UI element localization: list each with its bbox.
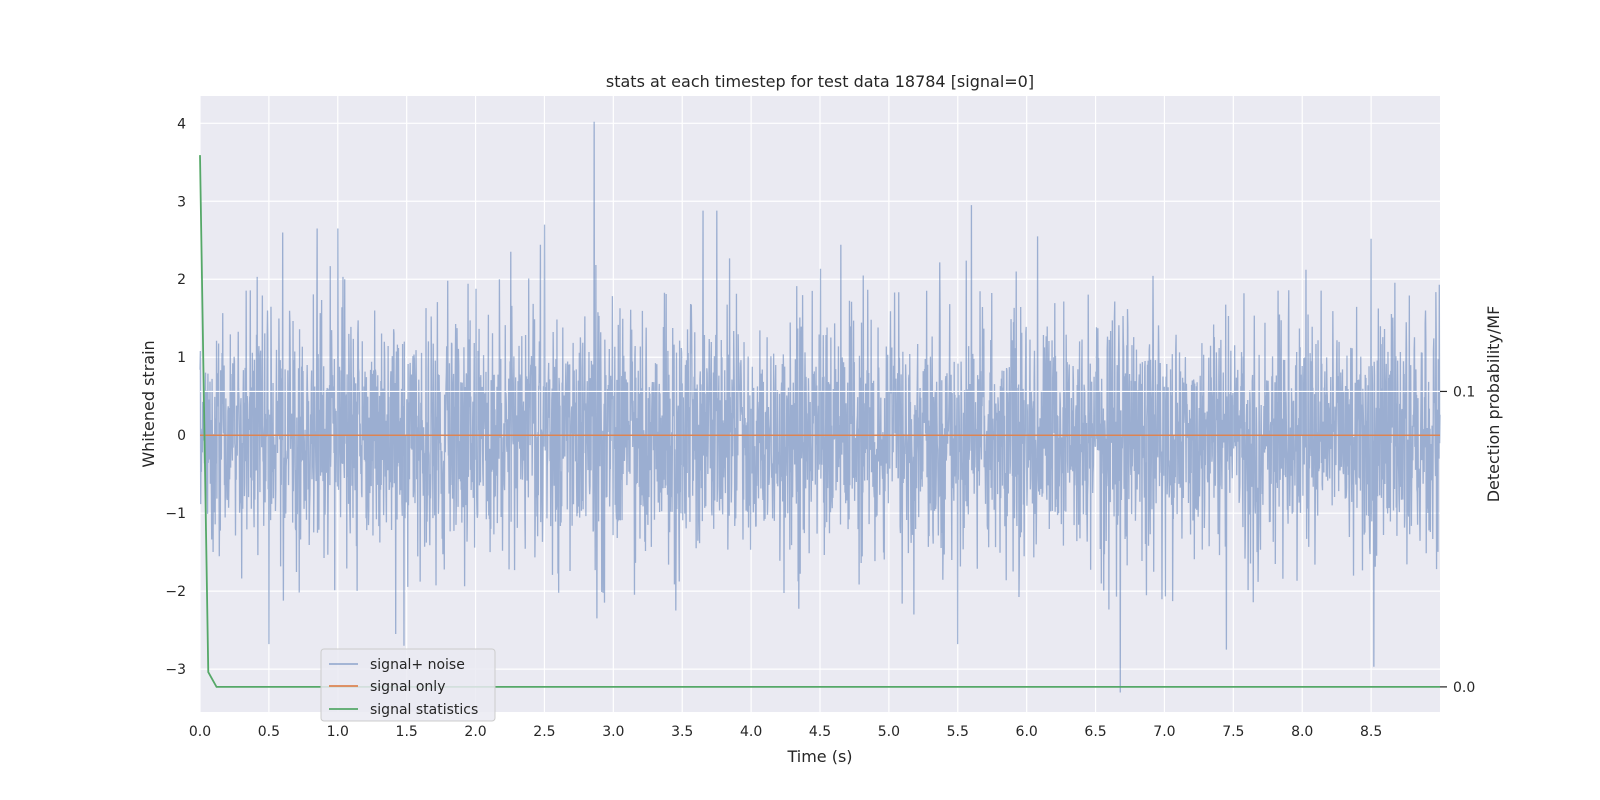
- x-tick-label: 3.0: [602, 724, 624, 740]
- legend: signal+ noise signal only signal statist…: [320, 648, 496, 722]
- y-tick-label: 4: [177, 116, 186, 132]
- legend-label-signal-noise: signal+ noise: [370, 657, 465, 673]
- x-axis: 0.0 0.5 1.0 1.5 2.0 2.5 3.0 3.5 4.0 4.5 5.0 5.5 6.0 6…: [189, 724, 1382, 740]
- x-tick-label: 4.0: [740, 724, 762, 740]
- x-tick-label: 3.5: [671, 724, 693, 740]
- x-tick-label: 0.0: [189, 724, 211, 740]
- x-tick-label: 2.0: [464, 724, 486, 740]
- x-tick-label: 7.0: [1153, 724, 1175, 740]
- series-signal-statistics: [199, 155, 1440, 688]
- y2-tick-label: 0.1: [1453, 384, 1475, 400]
- y-tick-label: 1: [177, 350, 186, 366]
- y2-axis: 0.0 0.1: [1440, 384, 1475, 696]
- x-tick-label: 6.0: [1016, 724, 1038, 740]
- x-tick-label: 5.0: [878, 724, 900, 740]
- x-tick-label: 4.5: [809, 724, 831, 740]
- x-tick-label: 6.5: [1084, 724, 1106, 740]
- y-axis: −3 −2 −1 0 1 2 3 4: [165, 116, 186, 678]
- x-tick-label: 8.5: [1360, 724, 1382, 740]
- y-tick-label: −2: [165, 584, 186, 600]
- x-tick-label: 1.5: [396, 724, 418, 740]
- legend-box: [320, 648, 496, 722]
- y-tick-label: 0: [177, 428, 186, 444]
- y2-tick-label: 0.0: [1453, 680, 1475, 696]
- x-axis-label: Time (s): [786, 747, 852, 766]
- y-tick-label: 3: [177, 194, 186, 210]
- x-tick-label: 7.5: [1222, 724, 1244, 740]
- x-tick-label: 8.0: [1291, 724, 1313, 740]
- y2-axis-label: Detection probability/MF: [1484, 306, 1503, 503]
- legend-label-signal-statistics: signal statistics: [370, 702, 478, 718]
- y-tick-label: −3: [165, 662, 186, 678]
- x-tick-label: 1.0: [327, 724, 349, 740]
- x-tick-label: 5.5: [947, 724, 969, 740]
- y-tick-label: 2: [177, 272, 186, 288]
- y-tick-label: −1: [165, 506, 186, 522]
- chart-title: stats at each timestep for test data 187…: [606, 72, 1034, 91]
- x-tick-label: 0.5: [258, 724, 280, 740]
- x-tick-label: 2.5: [533, 724, 555, 740]
- y-axis-label: Whitened strain: [139, 340, 158, 467]
- legend-label-signal-only: signal only: [370, 679, 445, 695]
